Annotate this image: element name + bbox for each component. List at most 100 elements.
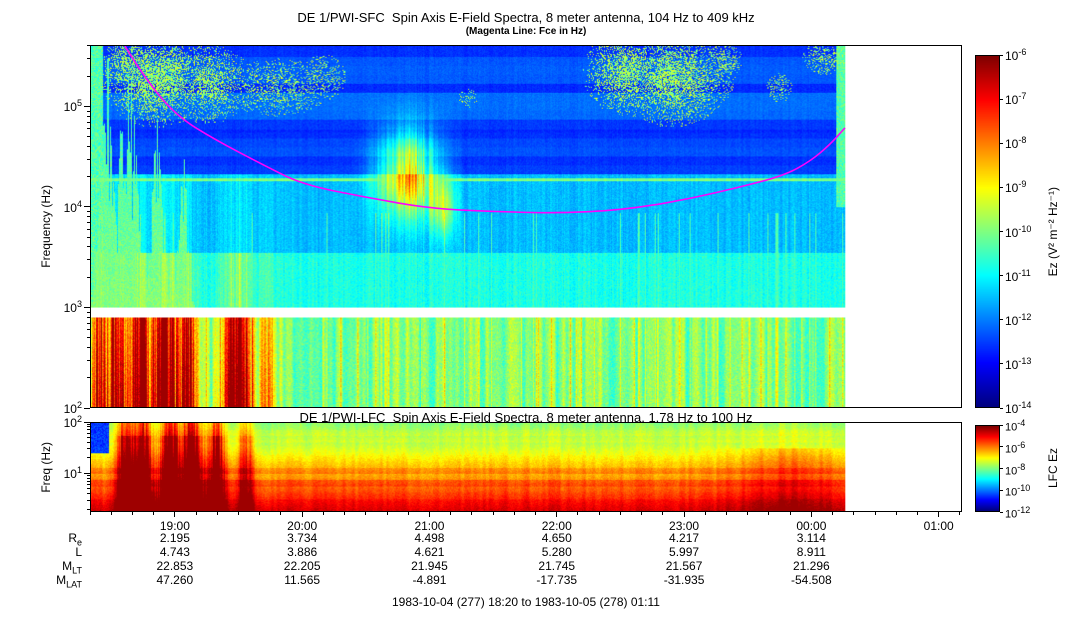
ephemeris-value: 4.621 [414, 545, 445, 559]
lfc-y-minor-tick [87, 477, 90, 479]
time-axis-minor-tick [513, 512, 515, 515]
time-axis-major-tick [301, 512, 303, 517]
sfc-colorbar-tick [1000, 231, 1003, 232]
lfc-y-minor-tick [87, 457, 90, 459]
ephemeris-row-label: MLAT [56, 573, 82, 590]
lfc-y-tick-label: 102 [63, 414, 82, 430]
time-axis-minor-tick [280, 512, 282, 515]
lfc-y-minor-tick [87, 429, 90, 431]
sfc-y-minor-tick [87, 216, 90, 218]
time-axis-minor-tick [641, 512, 643, 515]
lfc-colorbar-tick-label: 10-10 [1005, 483, 1031, 499]
time-axis-minor-tick [832, 512, 834, 515]
time-axis-tick-label: 22:00 [541, 519, 572, 533]
sfc-y-minor-tick [87, 45, 90, 47]
sfc-colorbar-tick [1000, 363, 1003, 365]
sfc-y-minor-tick [87, 329, 90, 331]
time-axis-minor-tick [131, 512, 133, 515]
sfc-y-minor-tick [87, 316, 90, 318]
sfc-y-minor-tick [87, 75, 90, 77]
lfc-y-minor-tick [87, 484, 90, 486]
ephemeris-value: -54.508 [791, 573, 832, 587]
sfc-y-major-tick [84, 206, 90, 208]
time-axis-tick-label: 00:00 [796, 519, 827, 533]
lfc-y-minor-tick [87, 432, 90, 434]
sfc-y-major-tick [84, 105, 90, 107]
sfc-y-minor-tick [87, 236, 90, 238]
sfc-y-major-tick [84, 407, 90, 409]
ephemeris-value: 4.650 [541, 531, 572, 545]
time-axis-minor-tick [768, 512, 770, 515]
ephemeris-value: 11.565 [284, 573, 321, 587]
time-axis-minor-tick [789, 512, 791, 515]
lfc-colorbar-tick [1000, 489, 1003, 491]
sfc-y-minor-tick [87, 246, 90, 248]
sfc-y-minor-tick [87, 115, 90, 117]
sfc-colorbar [975, 55, 1000, 408]
time-axis-minor-tick [916, 512, 918, 515]
ephemeris-value: 4.743 [159, 545, 190, 559]
time-axis-minor-tick [619, 512, 621, 515]
time-axis-tick-label: 21:00 [414, 519, 445, 533]
ephemeris-value: 21.745 [538, 559, 576, 573]
sfc-colorbar-tick-label: 10-7 [1005, 91, 1027, 108]
sfc-colorbar-tick [1000, 98, 1003, 100]
lfc-y-minor-tick [87, 423, 90, 425]
ephemeris-value: 22.205 [283, 559, 321, 573]
lfc-y-minor-tick [87, 475, 90, 477]
time-axis-minor-tick [89, 512, 91, 515]
sfc-y-minor-tick [87, 311, 90, 313]
lfc-y-major-tick [84, 472, 90, 474]
ephemeris-value: 22.853 [156, 559, 194, 573]
lfc-plot-area [90, 422, 962, 512]
lfc-colorbar-tick-label: 10-4 [1005, 418, 1026, 434]
sfc-colorbar-tick [1000, 186, 1003, 188]
lfc-y-minor-tick [87, 441, 90, 443]
time-axis-minor-tick [895, 512, 897, 515]
time-axis-minor-tick [535, 512, 537, 515]
sfc-y-minor-tick [87, 145, 90, 147]
lfc-colorbar [975, 425, 1000, 512]
ephemeris-value: -31.935 [663, 573, 705, 587]
ephemeris-row-label: Re [68, 531, 82, 548]
sfc-plot-area [90, 45, 962, 408]
sfc-colorbar-tick-label: 10-8 [1005, 135, 1027, 152]
sfc-y-minor-tick [87, 359, 90, 361]
time-axis-major-tick [683, 512, 685, 517]
ephemeris-value: 8.911 [796, 545, 826, 559]
sfc-colorbar-tick-label: 10-10 [1005, 223, 1032, 240]
lfc-colorbar-tick-label: 10-12 [1005, 505, 1031, 521]
sfc-y-minor-tick [87, 222, 90, 224]
ephemeris-value: 47.260 [156, 573, 194, 587]
sfc-colorbar-label: Ez (V² m⁻² Hz⁻¹) [1046, 186, 1060, 277]
time-axis-major-tick [810, 512, 812, 517]
time-axis-tick-label: 19:00 [159, 519, 190, 533]
time-range-caption: 1983-10-04 (277) 18:20 to 1983-10-05 (27… [392, 595, 660, 609]
lfc-colorbar-tick-label: 10-6 [1005, 439, 1026, 456]
lfc-title: DE 1/PWI-LFC Spin Axis E-Field Spectra, … [299, 410, 753, 425]
time-axis-minor-tick [344, 512, 346, 515]
lfc-y-minor-tick [87, 493, 90, 495]
time-axis-minor-tick [471, 512, 473, 515]
ephemeris-value: 2.195 [159, 531, 190, 545]
time-axis-tick-label: 01:00 [923, 519, 954, 533]
sfc-colorbar-tick-label: 10-14 [1005, 400, 1032, 416]
ephemeris-value: 3.114 [796, 531, 826, 545]
time-axis-minor-tick [386, 512, 388, 515]
sfc-y-tick-label: 104 [63, 198, 82, 215]
time-axis-minor-tick [726, 512, 727, 515]
sfc-y-tick-label: 102 [63, 400, 82, 416]
ephemeris-value: 3.734 [287, 531, 318, 545]
sfc-y-minor-tick [87, 377, 90, 379]
sfc-y-minor-tick [87, 110, 90, 112]
sfc-y-minor-tick [87, 211, 90, 213]
time-axis-minor-tick [153, 512, 155, 515]
time-axis-minor-tick [322, 512, 324, 515]
sfc-y-minor-tick [87, 58, 90, 60]
ephemeris-row-label: MLT [62, 559, 82, 576]
ephemeris-value: -17.735 [536, 573, 578, 587]
lfc-y-minor-tick [87, 508, 90, 510]
lfc-y-minor-tick [87, 488, 90, 490]
time-axis-minor-tick [704, 512, 706, 515]
